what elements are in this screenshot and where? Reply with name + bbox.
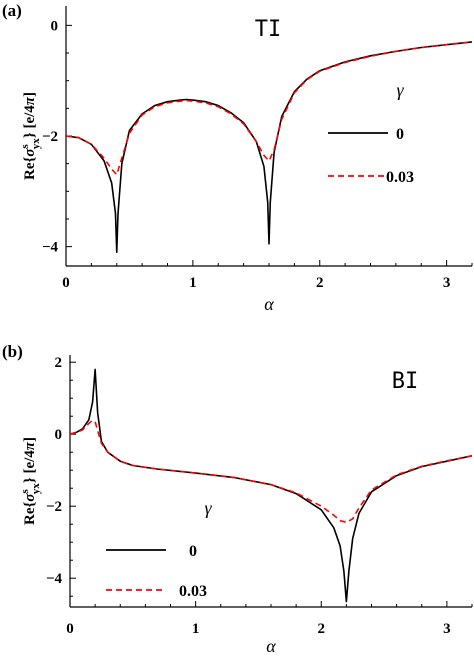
x-tick-label: 2 xyxy=(316,275,324,291)
legend-entry-label: 0 xyxy=(396,126,404,143)
panel-label: (a) xyxy=(2,1,22,20)
y-tick-label: −4 xyxy=(46,571,63,587)
y-tick-label: 0 xyxy=(55,427,63,443)
x-tick-label: 3 xyxy=(443,621,451,637)
panel-title: BI xyxy=(392,369,419,394)
series-line-gamma-003 xyxy=(70,419,472,524)
legend-entry-label: 0.03 xyxy=(179,583,207,600)
panel-label: (b) xyxy=(2,342,23,361)
x-tick-label: 3 xyxy=(443,275,451,291)
legend: γ 0 0.03 xyxy=(106,498,212,600)
x-tick-label: 1 xyxy=(189,275,197,291)
y-tick-label: −4 xyxy=(42,240,59,256)
legend-entry-label: 0 xyxy=(189,543,197,560)
legend-title: γ xyxy=(396,80,404,100)
chart-panel-a: (a) 0 1 2 3 0 −2 −4 α Re{σsyx} [e/4π] TI γ 0 0.03 xyxy=(2,1,473,314)
y-tick-label: −2 xyxy=(46,499,62,515)
legend-entry-label: 0.03 xyxy=(386,169,414,186)
x-tick-label: 0 xyxy=(62,275,70,291)
series-line-gamma-0 xyxy=(70,368,472,603)
series-line-gamma-0 xyxy=(66,41,472,253)
x-axis-label: α xyxy=(266,636,276,656)
legend: γ 0 0.03 xyxy=(328,80,414,186)
series-line-gamma-003 xyxy=(66,41,472,176)
x-tick-label: 0 xyxy=(66,621,74,637)
legend-title: γ xyxy=(204,498,212,518)
x-tick-label: 2 xyxy=(318,621,326,637)
y-tick-label: −2 xyxy=(42,129,58,145)
y-axis-label: Re{σsyx} [e/4π] xyxy=(19,92,42,180)
x-axis-label: α xyxy=(264,294,274,314)
panel-title: TI xyxy=(255,17,282,42)
y-tick-label: 0 xyxy=(51,18,59,34)
y-tick-label: 2 xyxy=(55,355,63,371)
x-tick-label: 1 xyxy=(192,621,200,637)
chart-panel-b: (b) 0 1 2 3 2 0 −2 −4 α Re{σsyx} [e/4π] BI γ 0 0.03 xyxy=(2,342,473,656)
y-axis-label: Re{σsyx} [e/4π] xyxy=(19,437,42,525)
